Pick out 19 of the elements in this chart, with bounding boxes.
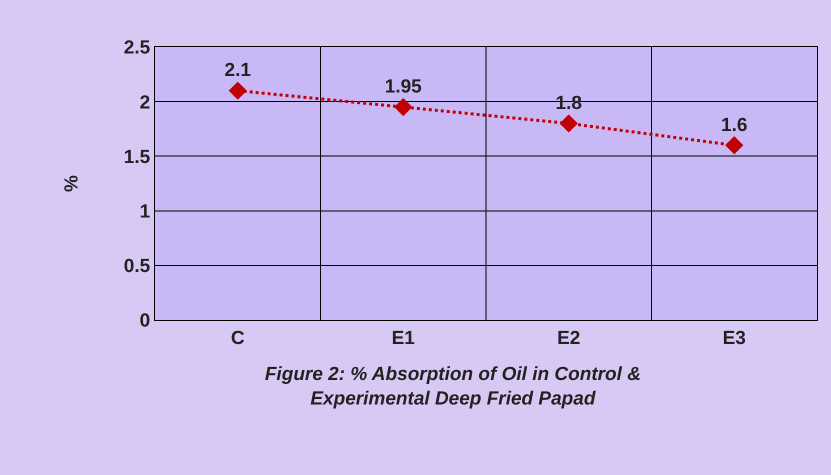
y-tick-label: 2.5 [124,38,151,59]
data-label: 1.95 [384,76,422,98]
y-axis-title: % [62,174,83,192]
data-label: 2.1 [224,60,252,82]
data-label: 1.6 [721,114,748,136]
y-tick-label: 0.5 [124,256,151,278]
x-tick-label: E1 [392,328,416,349]
point [560,114,578,133]
text: Figure 2: % Absorption of Oil in Control & Experimental Deep Fried Papad [264,364,641,410]
x-tick-label: E3 [722,328,746,349]
point [394,98,412,116]
x-tick-label: C [230,328,245,349]
point [228,82,247,100]
y-tick-label: 1 [140,201,151,222]
y-tick-label: 0 [140,310,150,332]
y-tick-label: 2 [140,92,150,114]
y-tick-label: 1.5 [124,146,151,168]
point [725,136,744,154]
x-tick-label: E2 [557,328,580,349]
